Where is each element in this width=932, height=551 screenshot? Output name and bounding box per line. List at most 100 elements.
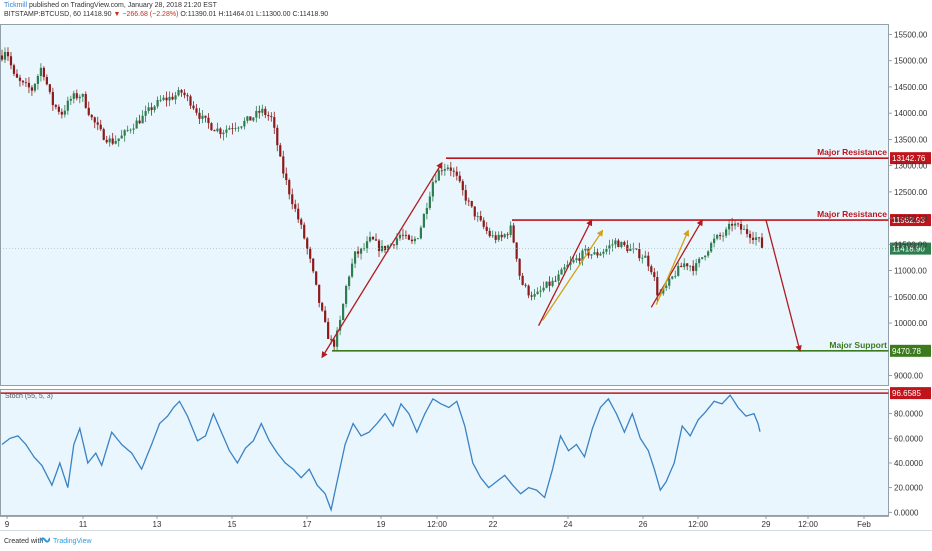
- candle-body: [356, 251, 360, 254]
- candle-body: [716, 235, 719, 239]
- candle: [309, 246, 312, 263]
- x-tick-label: 12:00: [688, 520, 709, 529]
- candle-body: [66, 100, 69, 111]
- candle-body: [350, 263, 354, 277]
- candle-body: [147, 107, 150, 112]
- candle-body: [407, 235, 411, 240]
- candle: [626, 240, 629, 253]
- candle: [733, 219, 737, 230]
- candle: [611, 239, 614, 252]
- candle-body: [656, 277, 659, 296]
- candle-body: [219, 128, 222, 135]
- candle: [210, 122, 213, 131]
- candle-body: [377, 240, 381, 252]
- candle-body: [6, 52, 10, 57]
- candle: [255, 106, 258, 123]
- x-tick-label: 9: [5, 520, 10, 529]
- candle: [614, 237, 617, 249]
- candle: [30, 85, 34, 96]
- candle-body: [39, 67, 42, 77]
- candle-body: [48, 84, 51, 92]
- stoch-level-value: 96.6585: [892, 389, 921, 398]
- candle: [533, 289, 536, 300]
- candle-body: [228, 128, 231, 130]
- candle-body: [722, 235, 725, 237]
- candle: [455, 166, 458, 181]
- ohlc-text: O:11390.01 H:11464.01 L:11300.00 C:11418…: [180, 11, 329, 18]
- candle-body: [608, 245, 611, 249]
- candle-body: [60, 111, 63, 115]
- channel-arrow: [542, 229, 604, 321]
- candle-body: [392, 244, 396, 246]
- candle: [69, 95, 72, 106]
- candle: [683, 258, 686, 270]
- change-text: ▼ −266.68 (−2.28%): [113, 11, 179, 18]
- candle: [315, 271, 318, 286]
- candle-body: [0, 55, 4, 60]
- y-tick-label: 13000.00: [894, 162, 928, 171]
- tradingview-logo-text[interactable]: TradingView: [53, 538, 92, 545]
- candle: [422, 213, 425, 228]
- candle: [57, 104, 60, 115]
- candle-body: [724, 229, 728, 236]
- candle-body: [264, 108, 267, 115]
- candle: [72, 90, 75, 104]
- candle: [123, 129, 126, 142]
- candle-body: [518, 258, 521, 276]
- candle-body: [727, 223, 731, 230]
- candle-body: [330, 338, 333, 340]
- candle: [473, 206, 476, 221]
- candle: [686, 262, 689, 271]
- candle: [135, 117, 138, 129]
- candle-body: [347, 276, 351, 287]
- candle-body: [584, 248, 587, 251]
- candle: [189, 94, 192, 110]
- candle: [63, 104, 66, 118]
- candle-body: [533, 294, 536, 297]
- candle-body: [252, 117, 255, 121]
- candle-body: [279, 145, 282, 157]
- candle: [219, 127, 222, 139]
- candle: [291, 188, 294, 210]
- candle-body: [730, 223, 734, 226]
- candle: [470, 200, 473, 208]
- candle: [12, 63, 16, 77]
- candle: [521, 272, 524, 286]
- candle: [692, 260, 695, 276]
- candle-body: [78, 96, 81, 99]
- candle-body: [653, 272, 656, 278]
- price-pane-border: [0, 24, 889, 386]
- candle: [713, 233, 716, 248]
- stoch-y-tick-label: 20.0000: [894, 484, 923, 493]
- candle-body: [353, 251, 357, 264]
- candle: [204, 115, 207, 123]
- candle: [680, 262, 683, 268]
- candle: [689, 265, 692, 272]
- candle-body: [704, 255, 707, 258]
- candle-body: [596, 252, 599, 256]
- candle: [674, 270, 677, 279]
- created-with-text: Created with: [4, 538, 44, 545]
- candle: [231, 123, 234, 135]
- candle-body: [27, 82, 31, 88]
- candle: [153, 104, 156, 113]
- candle-body: [303, 224, 306, 239]
- candle-body: [401, 234, 405, 236]
- candle: [144, 105, 147, 123]
- candle-body: [692, 265, 695, 271]
- published-text: published on TradingView.com, January 28…: [29, 2, 217, 9]
- candle-body: [344, 286, 348, 304]
- candle: [222, 129, 225, 141]
- candle-body: [240, 126, 243, 128]
- candle-body: [75, 93, 78, 99]
- candle-body: [315, 271, 318, 285]
- candle-body: [563, 267, 566, 270]
- candle: [318, 284, 321, 308]
- level-price-tag: [890, 152, 931, 165]
- candle-body: [665, 285, 668, 288]
- candle-body: [575, 258, 578, 261]
- price-chart[interactable]: Major Resistance 13142.76 Major Resistance…: [0, 0, 932, 530]
- brand-name[interactable]: Tickmill: [4, 2, 28, 9]
- candle: [288, 178, 291, 200]
- candle: [276, 124, 279, 152]
